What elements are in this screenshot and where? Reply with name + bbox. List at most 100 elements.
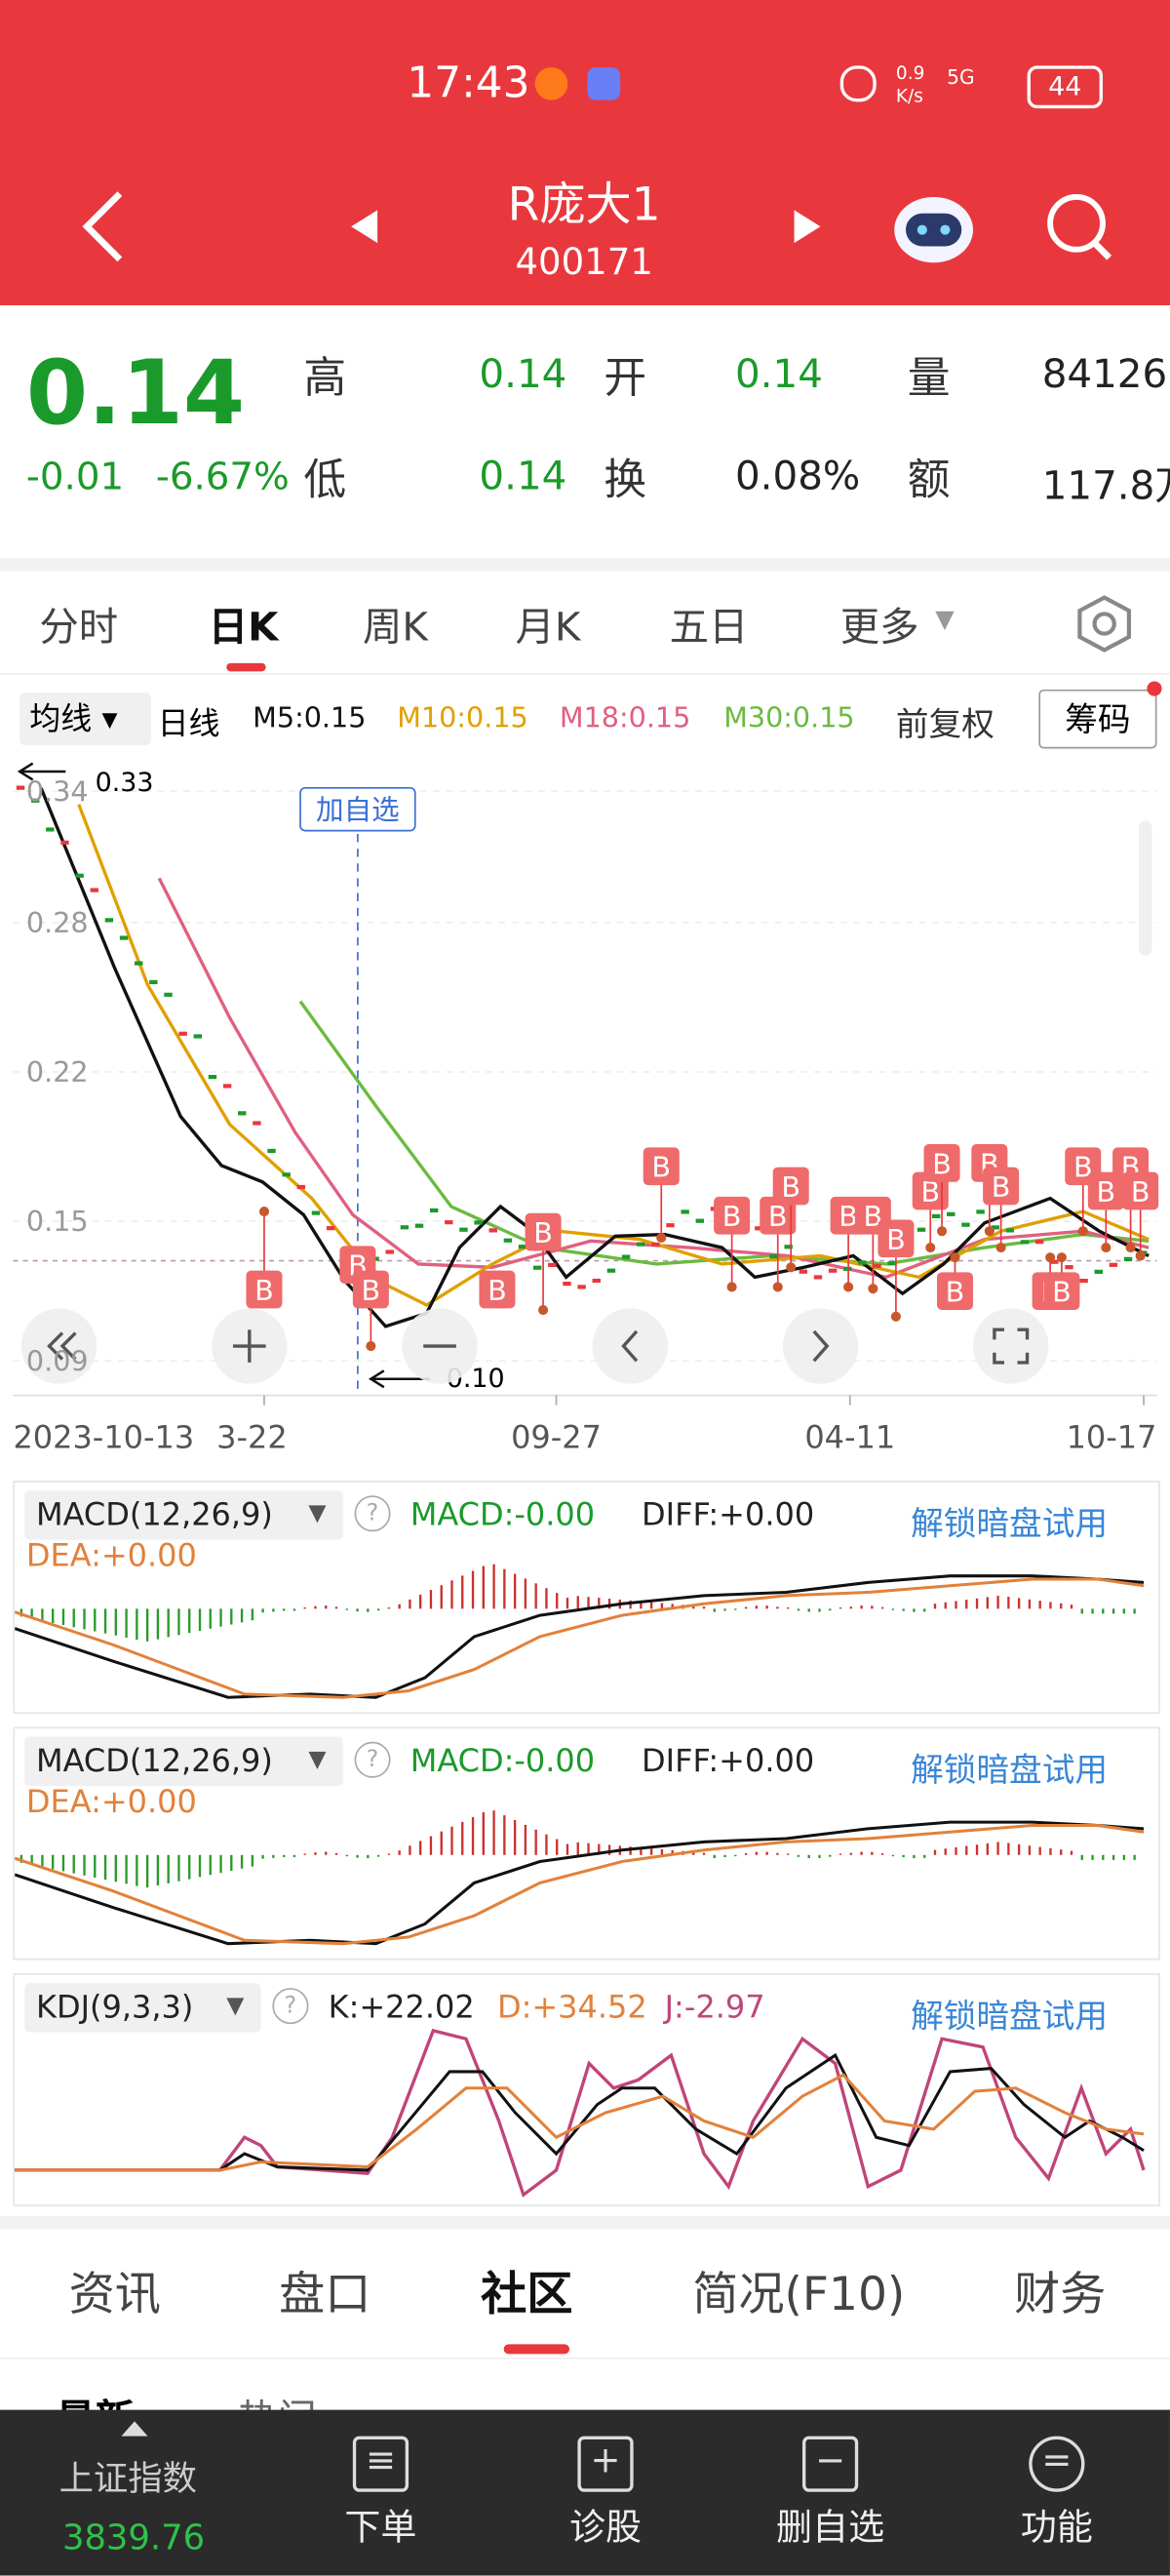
marker-dot	[1125, 1243, 1136, 1253]
indicator-select[interactable]	[24, 1983, 261, 2033]
indicator-chart	[15, 1564, 1145, 1699]
field-value: 84126	[1041, 351, 1168, 398]
field-value: 0.14	[479, 453, 567, 499]
marker-dot	[890, 1311, 901, 1322]
index-name[interactable]: 上证指数	[58, 2459, 197, 2499]
marker-box	[714, 1196, 751, 1235]
section-tab[interactable]: 资讯	[68, 2267, 161, 2321]
divider	[0, 673, 1170, 675]
macd-value: MACD:-0.00	[410, 1496, 596, 1533]
field-label: 低	[303, 456, 347, 506]
diff-value: DIFF:+0.00	[642, 1496, 815, 1533]
section-tab[interactable]: 盘口	[279, 2267, 371, 2321]
robot-icon[interactable]	[894, 196, 974, 263]
settings-icon[interactable]	[1070, 591, 1139, 656]
indicator-caret: ▼	[226, 1993, 245, 2020]
tab[interactable]: 更多	[839, 604, 919, 651]
marker-label: B	[254, 1274, 274, 1307]
indicator-select[interactable]	[24, 1490, 343, 1540]
step-left[interactable]	[592, 1308, 668, 1384]
step-right[interactable]	[782, 1308, 859, 1384]
section-tab[interactable]: 财务	[1014, 2267, 1107, 2321]
section-tab[interactable]: 社区	[481, 2267, 573, 2321]
macd-value: MACD:-0.00	[410, 1743, 596, 1780]
high-label: 0.33	[96, 768, 154, 798]
y-tick-label: 0.22	[26, 1055, 89, 1089]
nav-item[interactable]: 删自选	[776, 2508, 885, 2550]
marker-box	[1043, 1272, 1080, 1311]
back-button[interactable]	[82, 191, 123, 262]
m10: M10:0.15	[397, 702, 528, 735]
indicator-chart	[15, 1810, 1145, 1946]
change: -0.01	[25, 456, 125, 499]
x-tick-label: 04-11	[804, 1418, 895, 1455]
nav-icon[interactable]: =	[1029, 2436, 1085, 2492]
help-icon[interactable]: ?	[354, 1495, 391, 1532]
price: 0.14	[25, 341, 246, 446]
nav-item[interactable]: 功能	[1020, 2508, 1093, 2550]
status-time: 17:43	[407, 59, 530, 109]
x-tick-label: 2023-10-13	[13, 1418, 194, 1455]
add-watch-box[interactable]	[299, 786, 416, 832]
indicator-name: MACD(12,26,9)	[36, 1743, 273, 1780]
fullscreen[interactable]	[973, 1308, 1049, 1384]
adjust[interactable]: 前复权	[895, 704, 994, 744]
marker-label: B	[362, 1274, 381, 1307]
marker-box	[352, 1270, 389, 1309]
help-icon[interactable]: ?	[272, 1988, 309, 2025]
tab[interactable]: 月K	[515, 604, 581, 651]
chips-button[interactable]: 筹码	[1038, 689, 1157, 749]
tab[interactable]: 周K	[362, 604, 428, 651]
ma-type[interactable]: 均线 ▾	[20, 693, 151, 746]
prev-stock[interactable]	[351, 210, 378, 244]
marker-dot	[1135, 1250, 1146, 1261]
nav-item[interactable]: 诊股	[568, 2508, 643, 2550]
dea-line	[15, 1577, 1145, 1699]
indicator-name: KDJ(9,3,3)	[36, 1989, 194, 2026]
marker-label: B	[1131, 1175, 1150, 1209]
nav-icon[interactable]: +	[577, 2436, 634, 2492]
unlock-link[interactable]: 解锁暗盘试用	[911, 1503, 1109, 1544]
scroll-left[interactable]	[20, 1308, 98, 1384]
tab-indicator	[226, 662, 266, 672]
dea-value: DEA:+0.00	[25, 1537, 197, 1574]
nav-icon[interactable]: ≡	[352, 2436, 410, 2492]
help-icon[interactable]: ?	[354, 1741, 391, 1778]
add-watch-label[interactable]: 加自选	[316, 793, 400, 826]
marker-dot	[950, 1252, 960, 1263]
ma-period: 日线	[157, 705, 220, 742]
marker-box	[246, 1270, 283, 1309]
next-stock[interactable]	[794, 210, 821, 244]
tab[interactable]: 日K	[208, 604, 279, 651]
d-line	[15, 2073, 1145, 2172]
marker-label: B	[838, 1200, 858, 1233]
nav-item[interactable]: 下单	[344, 2508, 417, 2550]
tab[interactable]: 五日	[669, 604, 749, 651]
unlock-link[interactable]: 解锁暗盘试用	[911, 1750, 1109, 1790]
j-value: J:-2.97	[664, 1989, 765, 2026]
nav-icon[interactable]: −	[801, 2436, 859, 2492]
field-value: 0.14	[734, 351, 823, 398]
panel-frame	[13, 1972, 1160, 2206]
m5: M5:0.15	[253, 702, 367, 735]
marker-label: B	[651, 1151, 671, 1184]
indicator-select[interactable]	[24, 1736, 343, 1787]
marker-box	[760, 1196, 797, 1235]
tab[interactable]: 分时	[39, 604, 119, 651]
indicator-chart	[15, 2028, 1146, 2198]
x-tick-label: 09-27	[511, 1418, 602, 1455]
search-icon[interactable]	[1047, 194, 1112, 260]
unlock-link[interactable]: 解锁暗盘试用	[911, 1996, 1109, 2036]
x-tick-label: 3-22	[216, 1418, 288, 1455]
marker-dot	[726, 1282, 737, 1292]
marker-label: B	[781, 1170, 800, 1204]
field-label: 额	[907, 456, 951, 506]
field-label: 开	[604, 354, 647, 405]
more-caret: ▼	[935, 604, 955, 634]
diff-line	[15, 1574, 1145, 1699]
kline-chart: 0.33 0.10 加自选 BBBBBBBBBBBBBBBBBBBBBBB 0.…	[13, 762, 1159, 1455]
marker-dot	[995, 1243, 1006, 1253]
section-tab[interactable]: 简况(F10)	[692, 2267, 906, 2321]
marker-dot	[656, 1232, 667, 1244]
